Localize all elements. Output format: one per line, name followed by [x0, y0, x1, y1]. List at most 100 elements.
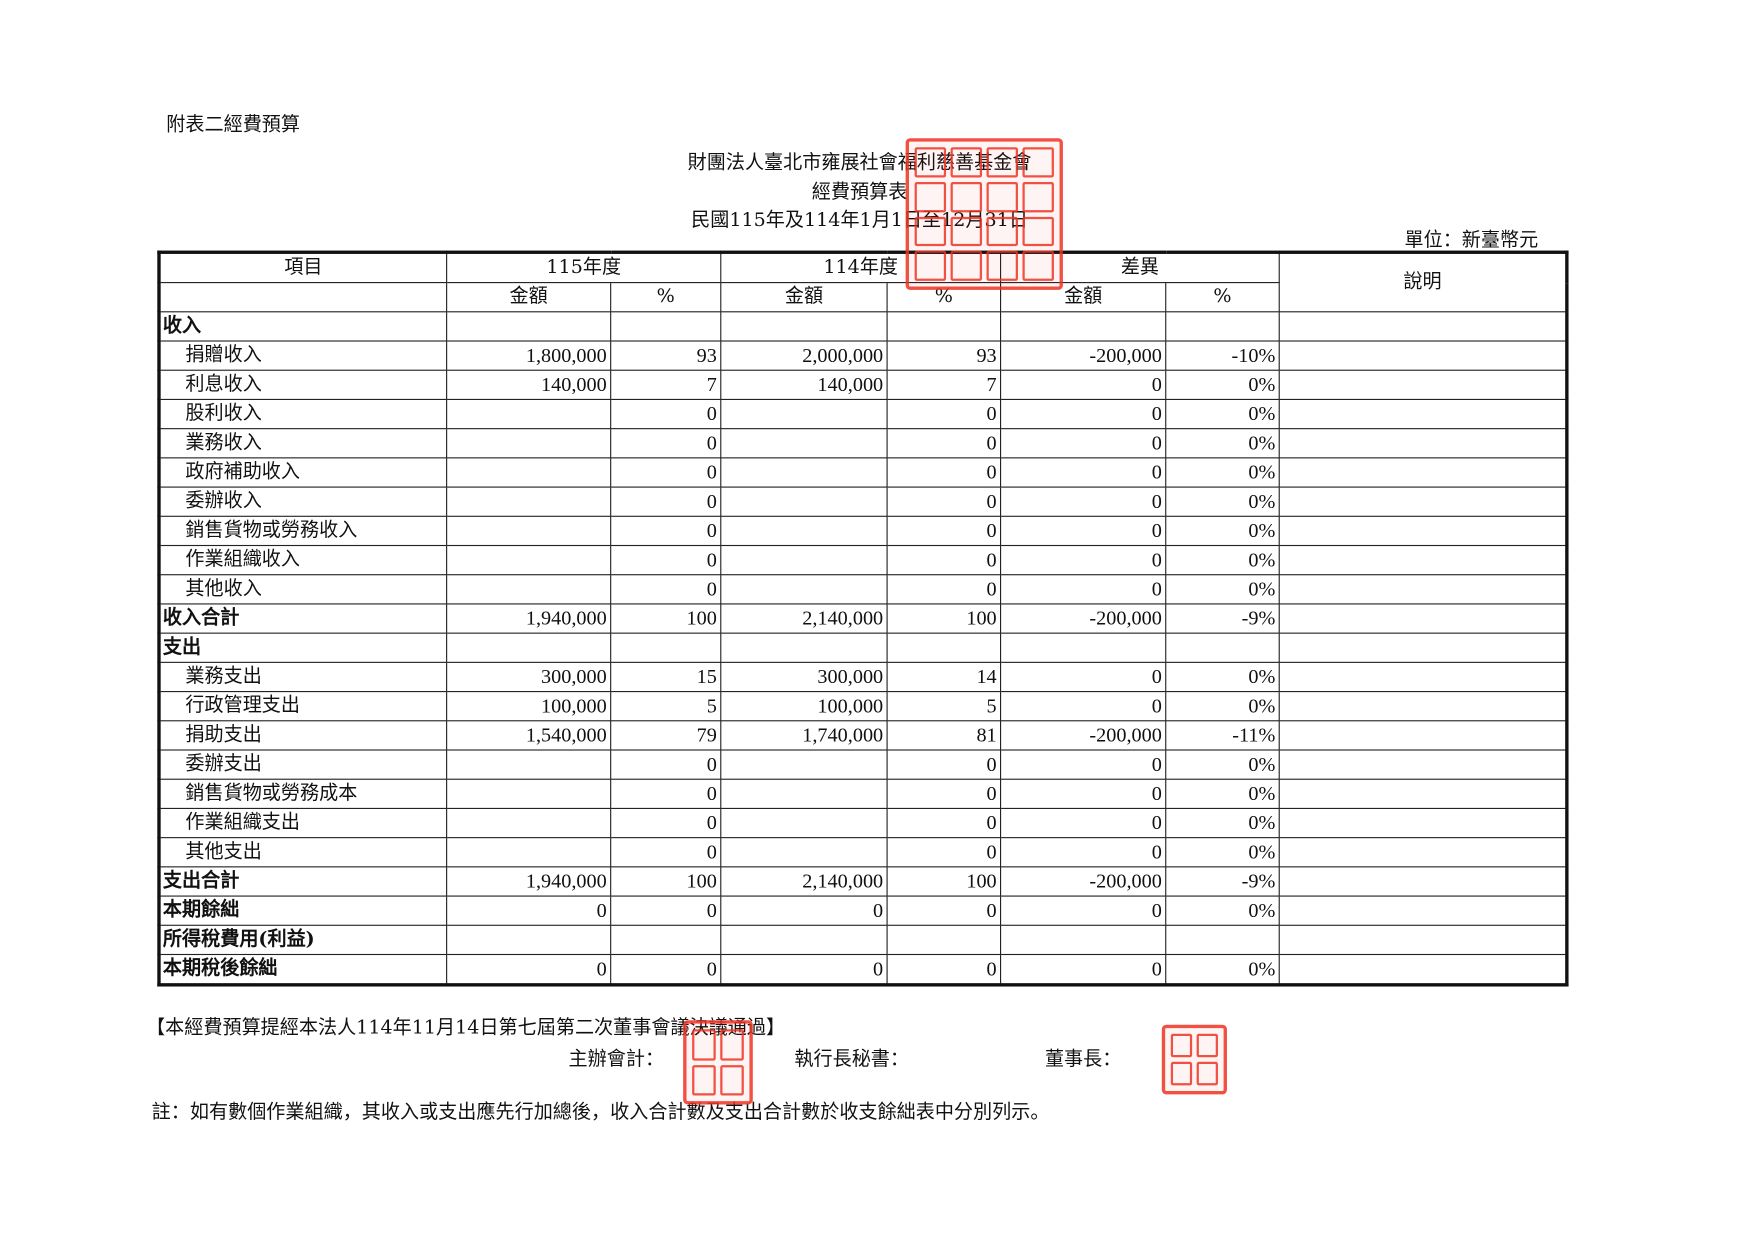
row-label: 委辦支出 [158, 749, 448, 780]
note-cell [1278, 574, 1568, 605]
amount-114 [720, 398, 888, 430]
row-label: 收入合計 [158, 603, 448, 634]
amount-114: 0 [720, 895, 888, 926]
pct-diff: 0% [1165, 778, 1280, 809]
pct-114 [886, 311, 1002, 342]
amount-114: 1,740,000 [720, 720, 888, 751]
amount-diff: 0 [1000, 691, 1167, 722]
amount-114 [720, 749, 888, 780]
amount-115: 1,540,000 [446, 720, 612, 751]
note-cell [1278, 398, 1568, 430]
sub-pct-115: % [610, 282, 722, 313]
amount-diff [1000, 924, 1167, 956]
pct-diff: 0% [1165, 837, 1280, 868]
note-cell [1278, 661, 1568, 693]
note-cell [1278, 924, 1568, 956]
pct-114: 0 [886, 398, 1002, 430]
row-label: 其他收入 [158, 574, 448, 605]
amount-114 [720, 807, 888, 839]
attachment-label: 附表二經費預算 [166, 113, 301, 136]
pct-114: 81 [886, 720, 1002, 751]
pct-115: 0 [610, 778, 722, 809]
amount-114 [720, 428, 888, 459]
budget-table: 項目 115年度 114年度 差異 說明 金額 % 金額 % 金額 % 收入 捐贈… [157, 250, 1569, 987]
note-cell [1278, 428, 1568, 459]
row-label: 支出合計 [158, 866, 448, 897]
amount-diff: 0 [1000, 574, 1167, 605]
pct-115: 0 [610, 486, 722, 517]
pct-diff: 0% [1165, 544, 1280, 576]
pct-115: 0 [610, 895, 722, 926]
pct-114: 0 [886, 837, 1002, 868]
row-label: 委辦收入 [158, 486, 448, 517]
pct-114 [886, 924, 1002, 956]
amount-diff: 0 [1000, 953, 1167, 986]
amount-115: 140,000 [446, 369, 612, 401]
pct-diff: 0% [1165, 574, 1280, 605]
pct-114: 100 [886, 866, 1002, 897]
pct-diff: 0% [1165, 486, 1280, 517]
amount-115 [446, 632, 612, 663]
period: 民國115年及114年1月1日至12月31日 [691, 208, 1028, 232]
amount-diff: 0 [1000, 661, 1167, 693]
pct-diff [1165, 311, 1280, 342]
row-label: 支出 [158, 632, 448, 663]
row-label: 政府補助收入 [158, 457, 448, 488]
pct-114: 0 [886, 574, 1002, 605]
pct-114: 5 [886, 691, 1002, 722]
amount-115 [446, 486, 612, 517]
footnote: 註：如有數個作業組織，其收入或支出應先行加總後，收入合計數及支出合計數於收支餘絀… [151, 1101, 1050, 1124]
table-row: 支出合計 1,940,000 100 2,140,000 100 -200,000 -9% [158, 866, 1568, 897]
table-row: 股利收入 0 0 0 0% [158, 398, 1568, 430]
amount-114: 2,000,000 [720, 340, 888, 371]
pct-diff: -9% [1165, 866, 1280, 897]
amount-115 [446, 428, 612, 459]
amount-diff [1000, 311, 1167, 342]
pct-114: 100 [886, 603, 1002, 634]
amount-114 [720, 457, 888, 488]
row-label: 銷售貨物或勞務收入 [158, 515, 448, 547]
accountant-label: 主辦會計： [568, 1048, 665, 1071]
org-name: 財團法人臺北市雍展社會福利慈善基金會 [687, 151, 1032, 175]
amount-diff: 0 [1000, 457, 1167, 488]
pct-diff: 0% [1165, 691, 1280, 722]
pct-115: 79 [610, 720, 722, 751]
pct-115 [610, 924, 722, 956]
amount-114 [720, 632, 888, 663]
note-cell [1278, 457, 1568, 488]
table-row: 作業組織支出 0 0 0 0% [158, 807, 1568, 839]
pct-115: 0 [610, 515, 722, 547]
amount-diff [1000, 632, 1167, 663]
pct-114: 7 [886, 369, 1002, 401]
pct-diff: 0% [1165, 953, 1280, 986]
note-cell [1278, 807, 1568, 839]
note-cell [1278, 544, 1568, 576]
amount-114: 2,140,000 [720, 866, 888, 897]
pct-diff: 0% [1165, 398, 1280, 430]
amount-114: 140,000 [720, 369, 888, 401]
currency-unit: 單位：新臺幣元 [1404, 229, 1539, 252]
amount-115 [446, 544, 612, 576]
amount-diff: 0 [1000, 515, 1167, 547]
pct-114: 0 [886, 486, 1002, 517]
pct-114: 0 [886, 749, 1002, 780]
amount-115 [446, 398, 612, 430]
sub-amount-115: 金額 [446, 282, 612, 313]
table-row: 行政管理支出 100,000 5 100,000 5 0 0% [158, 691, 1568, 722]
amount-diff: 0 [1000, 895, 1167, 926]
col-note: 說明 [1278, 251, 1568, 313]
sub-amount-114: 金額 [720, 282, 888, 313]
table-row: 收入 [158, 311, 1568, 342]
header-row-2: 金額 % 金額 % 金額 % [158, 282, 1567, 313]
table-row: 捐助支出 1,540,000 79 1,740,000 81 -200,000 -11% [158, 720, 1568, 751]
col-115: 115年度 [446, 251, 722, 284]
table-row: 銷售貨物或勞務成本 0 0 0 0% [158, 778, 1568, 809]
amount-115: 0 [446, 953, 612, 986]
pct-115: 7 [610, 369, 722, 401]
amount-114: 2,140,000 [720, 603, 888, 634]
pct-115: 0 [610, 574, 722, 605]
note-cell [1278, 778, 1568, 809]
amount-115: 100,000 [446, 691, 612, 722]
organization-seal [905, 138, 1063, 290]
pct-114: 0 [886, 807, 1002, 839]
